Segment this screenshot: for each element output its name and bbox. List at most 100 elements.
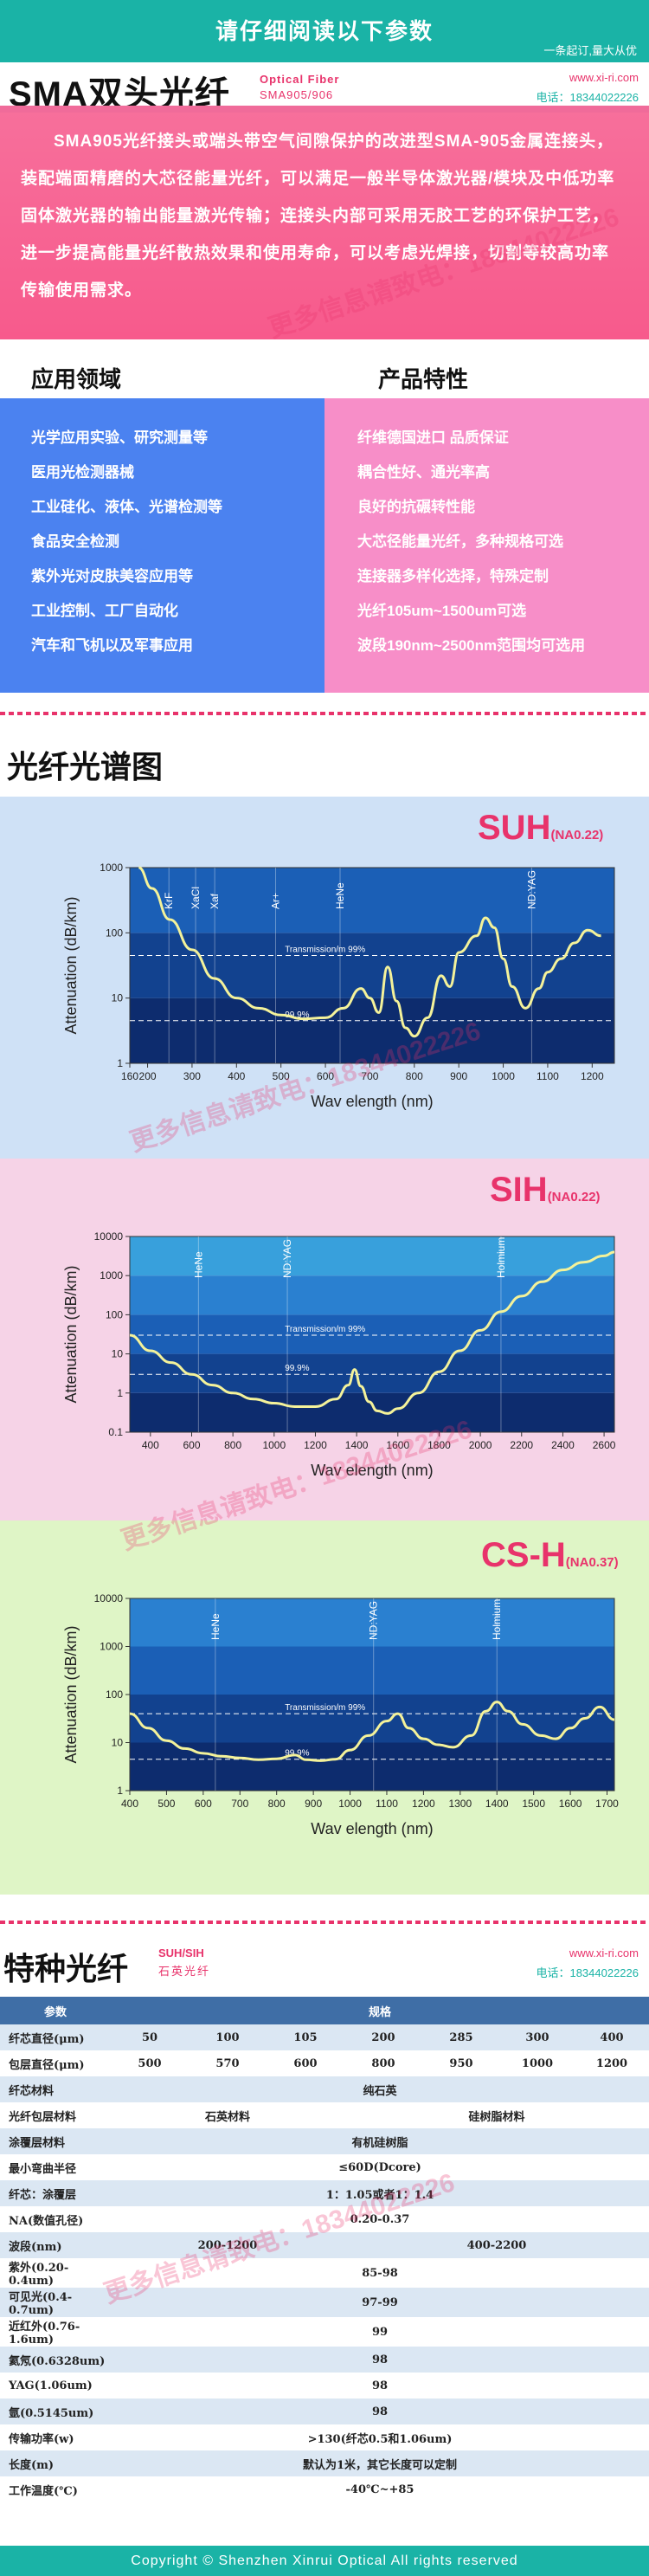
x-tick-label: 1500 xyxy=(522,1798,545,1810)
chart-title-sih: SIH(NA0.22) xyxy=(490,1171,601,1209)
y-tick-label: 1 xyxy=(117,1785,123,1797)
row-label: 纤芯：涂覆层 xyxy=(0,2180,111,2206)
row-label: 工作温度(℃) xyxy=(0,2476,111,2502)
y-tick-label: 1 xyxy=(117,1387,123,1399)
table-cell: 纯石英 xyxy=(111,2076,649,2102)
transmission-label: 99.9% xyxy=(285,1364,309,1373)
x-tick-label: 2000 xyxy=(469,1439,492,1451)
banner-slogan: 一条起订,量大从优 xyxy=(543,44,637,57)
band xyxy=(130,1236,614,1276)
table-row: 涂覆层材料 有机硅树脂 xyxy=(0,2128,649,2154)
x-tick-label: 1200 xyxy=(581,1070,604,1082)
x-tick-label: 700 xyxy=(361,1070,378,1082)
x-tick-label: 500 xyxy=(157,1798,175,1810)
row-label: 包层直径(μm) xyxy=(0,2050,111,2076)
table-cell: 800 xyxy=(344,2050,422,2076)
list-item: 波段190nm~2500nm范围均可选用 xyxy=(357,637,586,654)
y-tick-label: 10 xyxy=(112,1348,124,1360)
table-cell: 285 xyxy=(422,2024,500,2050)
table-row: 波段(nm) 200-1200 400-2200 xyxy=(0,2232,649,2258)
website-link[interactable]: www.xi-ri.com xyxy=(569,1947,639,1959)
row-label: 紫外(0.20-0.4um) xyxy=(0,2258,111,2288)
list-item: 光学应用实验、研究测量等 xyxy=(31,429,208,446)
table-row: NA(数值孔径) 0.20-0.37 xyxy=(0,2206,649,2232)
list-item: 医用光检测器械 xyxy=(31,464,134,481)
row-label: 近红外(0.76-1.6um) xyxy=(0,2317,111,2347)
spec-table-body: 纤芯直径(μm) 50 100 105 200 285 300 400 包层直径(μm) 500 5… xyxy=(0,2024,649,2502)
table-cell: 石英材料 xyxy=(111,2102,344,2128)
attenuation-curve xyxy=(129,1701,615,1762)
x-tick-label: 300 xyxy=(183,1070,201,1082)
attenuation-curve xyxy=(129,1250,615,1415)
intro-text: SMA905光纤接头或端头带空气间隙保护的改进型SMA-905金属连接头，装配端… xyxy=(21,132,615,300)
row-label: 波段(nm) xyxy=(0,2232,111,2258)
band xyxy=(130,1314,614,1354)
table-cell: 默认为1米，其它长度可以定制 xyxy=(111,2450,649,2476)
table-cell: >130(纤芯0.5和1.06um) xyxy=(111,2424,649,2450)
wavelength-marker-label: ND:YAG xyxy=(525,870,537,909)
list-item: 汽车和飞机以及军事应用 xyxy=(31,637,193,654)
list-item: 紫外光对皮肤美容应用等 xyxy=(31,568,193,584)
x-tick-label: 400 xyxy=(121,1798,138,1810)
table-cell: 200 xyxy=(344,2024,422,2050)
x-tick-label: 1600 xyxy=(386,1439,409,1451)
banner-title: 请仔细阅读以下参数 xyxy=(215,18,434,44)
phone-number: 电话：18344022226 xyxy=(536,1966,639,1979)
table-cell: 硅树脂材料 xyxy=(344,2102,649,2128)
y-tick-label: 100 xyxy=(106,1688,123,1701)
x-tick-label: 1400 xyxy=(485,1798,509,1810)
table-cell: 300 xyxy=(500,2024,575,2050)
x-tick-label: 2200 xyxy=(510,1439,533,1451)
x-tick-label: 900 xyxy=(305,1798,322,1810)
chart-panel-sih: SIH(NA0.22) 0.1 1 10 100 1000 10000 400 600 800 1… xyxy=(0,1159,649,1520)
y-tick-label: 10 xyxy=(112,1737,124,1749)
list-item: 光纤105um~1500um可选 xyxy=(357,603,527,619)
special-fiber-type: 石英光纤 xyxy=(158,1965,211,1978)
band xyxy=(130,868,614,933)
table-cell: 400-2200 xyxy=(344,2232,649,2258)
website-link[interactable]: www.xi-ri.com xyxy=(569,71,639,84)
table-cell: 100 xyxy=(189,2024,267,2050)
wavelength-marker-label: XaCl xyxy=(190,887,202,909)
column-header: 规格 xyxy=(111,1997,649,2024)
table-cell: 600 xyxy=(267,2050,344,2076)
table-row: YAG(1.06um) 98 xyxy=(0,2373,649,2398)
top-banner: 请仔细阅读以下参数 一条起订,量大从优 xyxy=(0,0,649,62)
table-cell: 570 xyxy=(189,2050,267,2076)
table-row: 氩(0.5145um) 98 xyxy=(0,2398,649,2424)
x-tick-label: 600 xyxy=(317,1070,334,1082)
sma-header: SMA双头光纤 Optical Fiber SMA905/906 www.xi-… xyxy=(0,62,649,113)
transmission-label: Transmission/m 99% xyxy=(285,945,365,954)
wavelength-marker-label: HeNe xyxy=(192,1251,204,1278)
wavelength-marker-label: HeNe xyxy=(209,1613,222,1640)
row-label: 氦氖(0.6328um) xyxy=(0,2347,111,2373)
spec-table: 参数 规格 纤芯直径(μm) 50 100 105 200 285 300 400 包层直径(μ… xyxy=(0,1997,649,2502)
features-title: 产品特性 xyxy=(378,366,469,392)
y-tick-label: 10000 xyxy=(94,1592,124,1604)
table-cell: 85-98 xyxy=(111,2258,649,2288)
band xyxy=(130,1598,614,1647)
chart-panel-csh: CS-H(NA0.37) 1 10 100 1000 10000 400 500 600 700… xyxy=(0,1520,649,1895)
x-tick-label: 1400 xyxy=(345,1439,369,1451)
x-tick-label: 1000 xyxy=(492,1070,515,1082)
row-label: 可见光(0.4-0.7um) xyxy=(0,2288,111,2317)
table-cell: 98 xyxy=(111,2398,649,2424)
table-cell: 1：1.05或者1：1.4 xyxy=(111,2180,649,2206)
wavelength-marker-label: HeNe xyxy=(334,882,346,909)
column-header: 参数 xyxy=(0,1997,111,2024)
row-label: YAG(1.06um) xyxy=(0,2373,111,2398)
x-tick-label: 1000 xyxy=(262,1439,286,1451)
x-tick-label: 700 xyxy=(231,1798,248,1810)
chart-title-csh: CS-H(NA0.37) xyxy=(481,1536,619,1574)
attenuation-chart-csh: 1 10 100 1000 10000 400 500 600 700 800 900 1000 110… xyxy=(62,1592,619,1837)
applications-column: 应用领域 光学应用实验、研究测量等 医用光检测器械 工业硅化、液体、光谱检测等 … xyxy=(0,350,324,693)
features-column: 产品特性 纤维德国进口 品质保证 耦合性好、通光率高 良好的抗碾转性能 大芯径能… xyxy=(324,350,649,693)
x-tick-label: 1000 xyxy=(338,1798,362,1810)
row-label: 光纤包层材料 xyxy=(0,2102,111,2128)
table-header-row: 参数 规格 xyxy=(0,1997,649,2024)
x-tick-label: 400 xyxy=(228,1070,245,1082)
band xyxy=(130,997,614,1063)
x-tick-label: 1700 xyxy=(595,1798,619,1810)
band xyxy=(130,933,614,998)
